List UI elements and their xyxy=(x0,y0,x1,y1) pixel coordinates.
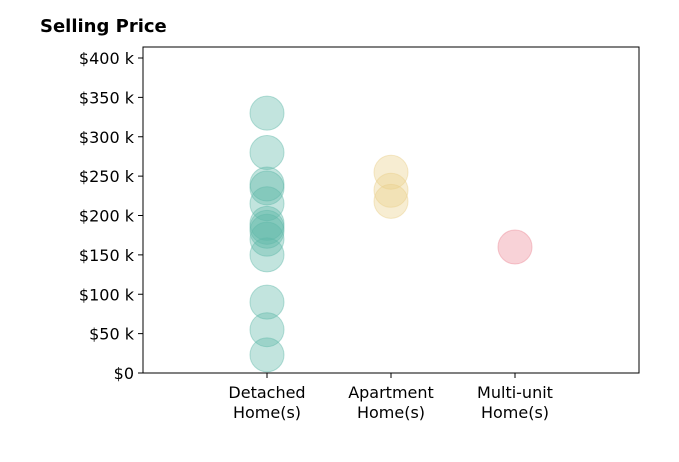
data-point xyxy=(249,213,285,249)
data-point xyxy=(249,95,285,131)
x-tick-label: Detached xyxy=(228,383,305,402)
x-tick-label: Apartment xyxy=(348,383,434,402)
data-point xyxy=(249,205,285,241)
y-tick-label: $200 k xyxy=(79,207,135,226)
y-axis: $0 $50 k $100 k $150 k $200 k $250 k $300 k $35… xyxy=(79,49,143,383)
x-tick-label: Multi-unit xyxy=(477,383,553,402)
data-point xyxy=(497,229,533,265)
data-point xyxy=(249,170,285,206)
data-point xyxy=(249,337,285,373)
data-point xyxy=(249,135,285,170)
y-tick-label: $150 k xyxy=(79,246,135,265)
data-point xyxy=(249,166,285,202)
data-point xyxy=(249,284,285,320)
data-point xyxy=(373,172,409,208)
data-point xyxy=(249,221,285,257)
x-tick-label: Home(s) xyxy=(481,403,549,422)
data-point xyxy=(249,186,285,222)
x-tick-label: Home(s) xyxy=(233,403,301,422)
y-tick-label: $100 k xyxy=(79,285,135,304)
data-point xyxy=(373,154,409,190)
x-tick-label: Home(s) xyxy=(357,403,425,422)
y-tick-label: $50 k xyxy=(89,325,135,344)
data-points xyxy=(249,95,533,373)
x-axis: DetachedHome(s)ApartmentHome(s)Multi-uni… xyxy=(228,373,553,422)
chart-title: Selling Price xyxy=(40,16,167,37)
data-point xyxy=(249,312,285,348)
data-point xyxy=(249,237,285,273)
y-tick-label: $300 k xyxy=(79,128,135,147)
y-tick-label: $250 k xyxy=(79,167,135,186)
data-point xyxy=(373,183,409,219)
y-tick-label: $350 k xyxy=(79,88,135,107)
data-point xyxy=(249,209,285,245)
y-tick-label: $400 k xyxy=(79,49,135,68)
y-tick-label: $0 xyxy=(114,364,134,383)
